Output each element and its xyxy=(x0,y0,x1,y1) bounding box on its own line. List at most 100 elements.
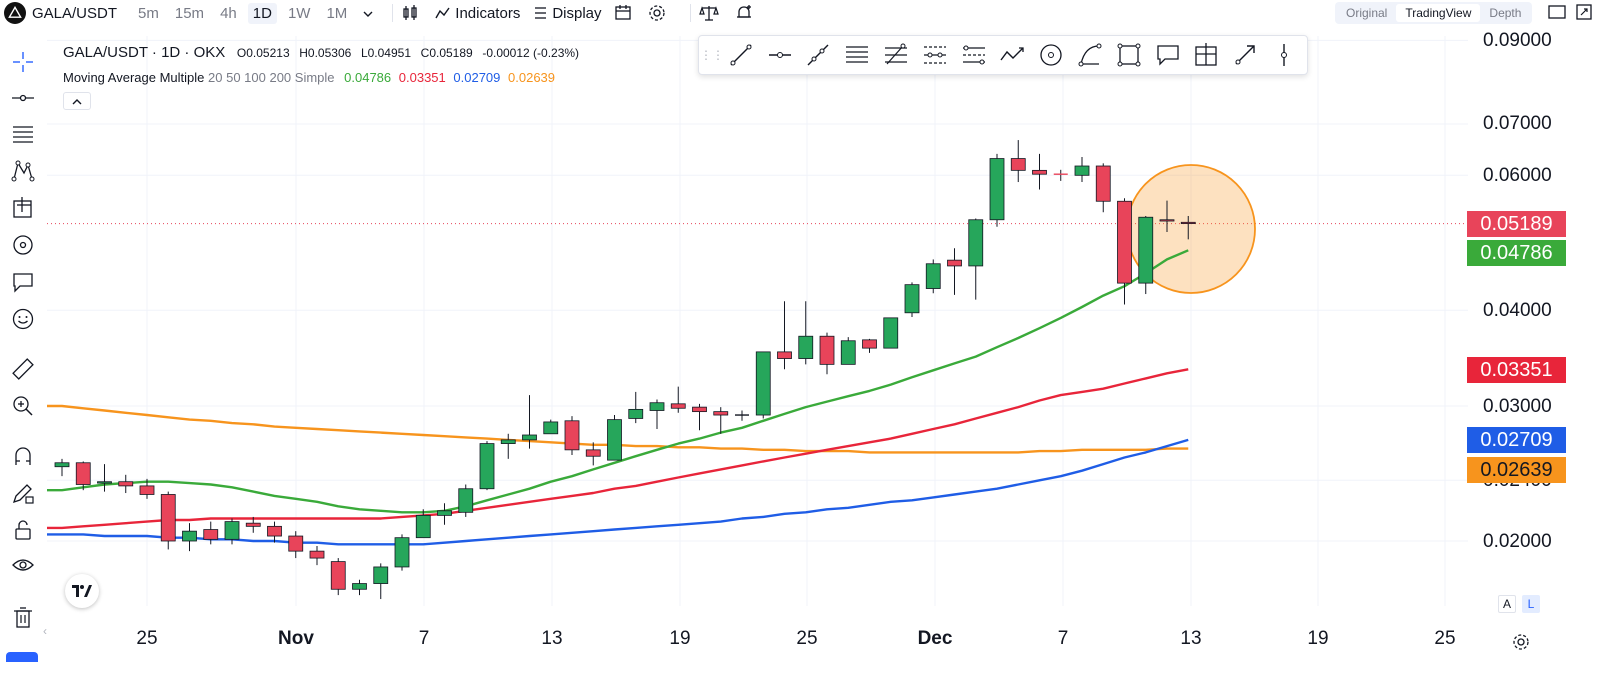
gann-box-icon[interactable] xyxy=(958,39,990,71)
chart-grid xyxy=(47,36,1468,606)
candle-body xyxy=(352,583,367,590)
view-original[interactable]: Original xyxy=(1346,6,1388,20)
candle-body xyxy=(904,284,920,314)
ruler-icon[interactable] xyxy=(10,356,36,382)
horizontal-ray-icon[interactable] xyxy=(10,85,36,111)
candle xyxy=(352,579,367,596)
symbol-selector[interactable]: GALA/USDT xyxy=(4,0,133,26)
timeframe-1d[interactable]: 1D xyxy=(247,2,277,24)
symbol-name: GALA/USDT xyxy=(32,4,118,22)
candle xyxy=(968,218,984,300)
candle xyxy=(585,442,601,466)
candle xyxy=(267,521,282,543)
tradingview-logo[interactable] xyxy=(65,574,99,608)
timeframe-1w[interactable]: 1W xyxy=(287,4,311,22)
fullscreen-icon[interactable] xyxy=(1576,4,1592,20)
view-toggle: Original TradingView Depth xyxy=(1335,2,1533,24)
drag-handle-icon[interactable]: ⋮⋮ xyxy=(700,48,724,62)
timeframe-4h[interactable]: 4h xyxy=(220,4,237,22)
legend-collapse-chevron-up-icon[interactable] xyxy=(63,92,91,110)
candle xyxy=(649,399,665,430)
candle-body xyxy=(925,263,941,289)
layout-icon[interactable] xyxy=(1548,4,1566,20)
chart-legend: GALA/USDT · 1D · OKX O0.05213 H0.05306 L… xyxy=(63,44,579,61)
window-controls xyxy=(1548,4,1592,20)
settings-gear-icon[interactable] xyxy=(648,4,670,22)
candle xyxy=(373,563,389,600)
time-tick: Nov xyxy=(278,628,314,649)
fib-extension-icon[interactable] xyxy=(919,39,951,71)
candle-body xyxy=(309,550,325,559)
timeframe-more-chevron-down-icon[interactable] xyxy=(358,3,378,24)
candle xyxy=(97,464,112,492)
candle-body xyxy=(564,420,580,451)
calendar-icon[interactable] xyxy=(614,4,636,22)
view-depth[interactable]: Depth xyxy=(1489,6,1522,20)
display-button[interactable]: Display xyxy=(532,5,602,22)
scale-balance-icon[interactable] xyxy=(698,4,723,22)
magnet-icon[interactable] xyxy=(10,443,36,469)
timeframe-15m[interactable]: 15m xyxy=(174,4,205,22)
candle xyxy=(245,516,261,533)
candle xyxy=(628,391,644,424)
time-tick: 13 xyxy=(1180,628,1202,649)
horizontal-line-icon[interactable] xyxy=(764,39,796,71)
unlock-icon[interactable] xyxy=(10,517,36,543)
time-tick: Dec xyxy=(917,628,953,649)
candle xyxy=(840,337,856,365)
candle-body xyxy=(777,351,792,359)
rectangle-icon[interactable] xyxy=(1113,39,1145,71)
divider xyxy=(689,4,691,22)
lock-pencil-icon[interactable] xyxy=(10,480,36,506)
trend-line-icon[interactable] xyxy=(725,39,757,71)
candle-body xyxy=(118,481,134,487)
vertical-line-icon[interactable] xyxy=(1268,39,1300,71)
timeframe-5m[interactable]: 5m xyxy=(138,4,159,22)
floating-drawing-toolbar: ⋮⋮ xyxy=(698,35,1308,75)
emoji-icon[interactable] xyxy=(10,306,36,332)
candle-type-icon[interactable] xyxy=(401,4,423,22)
candle-body xyxy=(437,510,452,516)
text-callout-icon[interactable] xyxy=(1152,39,1184,71)
candle xyxy=(139,478,155,499)
candle-body xyxy=(500,439,516,444)
ma50-value: 0.03351 xyxy=(398,70,446,85)
candle-body xyxy=(97,481,112,484)
pattern-icon[interactable] xyxy=(10,158,36,184)
alert-bell-icon[interactable] xyxy=(735,4,757,22)
comment-icon[interactable] xyxy=(10,269,36,295)
path-icon[interactable] xyxy=(997,39,1029,71)
candle-body xyxy=(288,535,304,552)
arrow-marker-icon[interactable] xyxy=(1229,39,1261,71)
candle-body xyxy=(862,339,877,349)
chart-settings-gear-icon[interactable] xyxy=(1512,633,1530,656)
log-scale-button[interactable]: L xyxy=(1522,595,1540,613)
candle xyxy=(1138,215,1154,295)
ma20-price-box: 0.04786 xyxy=(1467,240,1566,266)
view-tradingview[interactable]: TradingView xyxy=(1396,4,1481,22)
candle xyxy=(75,461,91,491)
parallel-channel-icon[interactable] xyxy=(841,39,873,71)
candle-body xyxy=(840,340,856,365)
ma100-price-box: 0.02709 xyxy=(1467,427,1566,453)
target-circle-icon[interactable] xyxy=(10,232,36,258)
auto-scale-button[interactable]: A xyxy=(1498,595,1516,613)
fib-lines-icon[interactable] xyxy=(10,121,36,147)
circle-tool-icon[interactable] xyxy=(1035,39,1067,71)
zoom-in-icon[interactable] xyxy=(10,393,36,419)
candle-body xyxy=(755,351,771,416)
timeframe-1m[interactable]: 1M xyxy=(326,4,348,22)
trash-icon[interactable] xyxy=(10,605,36,631)
eye-icon[interactable] xyxy=(10,552,36,578)
candle xyxy=(1095,163,1111,213)
fib-retracement-icon[interactable] xyxy=(880,39,912,71)
measure-box-icon[interactable] xyxy=(10,195,36,221)
date-price-range-icon[interactable] xyxy=(1191,39,1223,71)
crosshair-icon[interactable] xyxy=(10,49,36,75)
indicators-button[interactable]: Indicators xyxy=(435,5,520,22)
ray-icon[interactable] xyxy=(803,39,835,71)
collapse-left-chevron-icon[interactable]: ‹ xyxy=(43,624,47,638)
candle xyxy=(670,386,686,413)
arc-icon[interactable] xyxy=(1074,39,1106,71)
